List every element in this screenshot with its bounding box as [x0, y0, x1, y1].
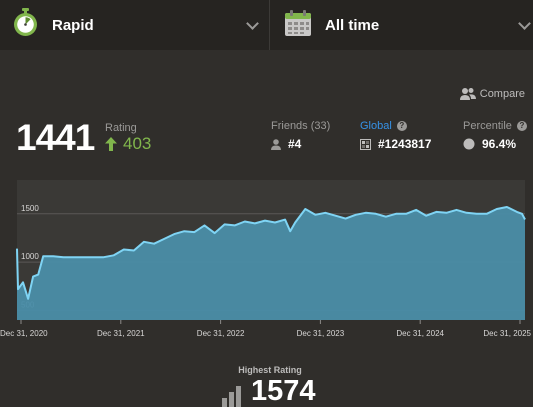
- highest-rating-value: 1574: [251, 375, 316, 407]
- calendar-icon: [284, 9, 312, 42]
- rating-label: Rating: [105, 122, 137, 134]
- x-tick-label: Dec 31, 2025: [483, 329, 531, 338]
- x-tick-label: Dec 31, 2020: [0, 329, 48, 338]
- y-tick-label: 1500: [21, 204, 39, 213]
- stopwatch-icon: [12, 8, 39, 42]
- friends-label: Friends (33): [271, 120, 331, 132]
- game-type-label: Rapid: [52, 16, 94, 34]
- bar-chart-icon: [222, 386, 241, 407]
- current-rating: 1441: [16, 117, 95, 158]
- friends-rank: #4: [288, 137, 302, 151]
- percentile-value: 96.4%: [482, 137, 517, 151]
- top-bar: Rapid All time: [0, 0, 533, 50]
- global-stat: Global ? #1243817: [360, 120, 431, 151]
- x-tick-label: Dec 31, 2024: [396, 329, 444, 338]
- globe-grid-icon: [360, 138, 371, 150]
- x-tick-label: Dec 31, 2023: [297, 329, 345, 338]
- user-icon: [271, 138, 281, 150]
- percentile-label: Percentile: [463, 120, 512, 132]
- x-tick-label: Dec 31, 2021: [97, 329, 145, 338]
- time-range-label: All time: [325, 16, 380, 34]
- y-tick-label: 1000: [21, 252, 39, 261]
- global-rank: #1243817: [378, 137, 432, 151]
- rating-area: [17, 207, 525, 320]
- highest-rating-label: Highest Rating: [238, 365, 302, 375]
- compare-label: Compare: [479, 88, 525, 100]
- global-label[interactable]: Global: [360, 120, 392, 132]
- x-tick-label: Dec 31, 2022: [197, 329, 245, 338]
- friends-stat: Friends (33) #4: [271, 120, 330, 151]
- highest-rating: 1574: [222, 376, 316, 407]
- chevron-down-icon: [518, 17, 531, 30]
- arrow-up-icon: [105, 137, 117, 151]
- percentile-stat: Percentile ? 96.4%: [463, 120, 527, 151]
- game-type-select[interactable]: Rapid: [0, 0, 270, 50]
- rating-change: 403: [105, 134, 151, 154]
- pie-icon: [463, 138, 475, 150]
- time-range-select[interactable]: All time: [270, 0, 533, 50]
- rating-line: [16, 206, 526, 300]
- compare-button[interactable]: Compare: [459, 87, 525, 101]
- users-icon: [459, 88, 476, 100]
- rating-change-value: 403: [123, 134, 152, 153]
- help-icon[interactable]: ?: [396, 121, 407, 131]
- chevron-down-icon: [246, 17, 259, 30]
- help-icon[interactable]: ?: [516, 121, 527, 131]
